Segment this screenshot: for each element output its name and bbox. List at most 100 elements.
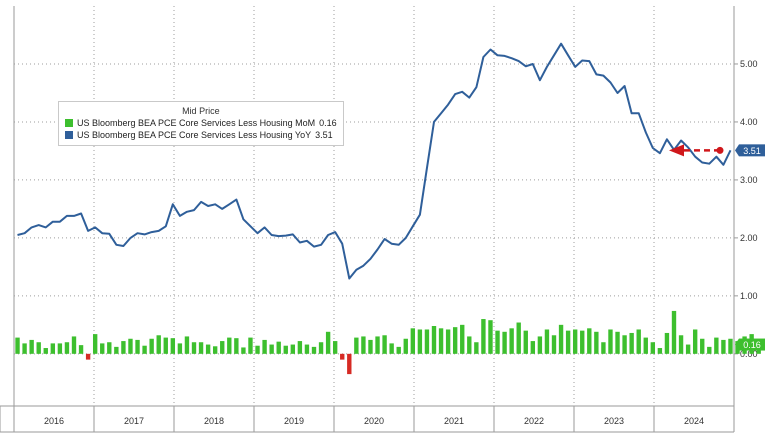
last-value-marker-box [739, 338, 765, 351]
bar-mom [205, 344, 211, 354]
bar-mom [368, 339, 373, 354]
bar-mom [714, 337, 719, 354]
bar-mom [375, 336, 380, 354]
y-tick-label: 2.00 [740, 233, 758, 243]
legend-title: Mid Price [182, 106, 220, 116]
y-tick-label: 5.00 [740, 59, 758, 69]
bar-mom [601, 342, 606, 354]
bar-mom [220, 341, 225, 354]
bar-mom [700, 338, 705, 354]
bar-mom [594, 331, 599, 354]
bar-mom [29, 339, 34, 354]
last-value-marker-box [739, 144, 765, 157]
bar-mom [43, 348, 48, 354]
bar-mom [692, 329, 698, 354]
bar-mom [290, 344, 296, 354]
bar-mom [57, 343, 63, 354]
y-tick-label: 0.00 [740, 349, 758, 359]
bar-mom [445, 329, 451, 354]
bar-mom [340, 353, 345, 360]
chart-legend: Mid Price US Bloomberg BEA PCE Core Serv… [58, 101, 344, 146]
bar-mom [85, 353, 91, 360]
x-tick-label: 2017 [124, 416, 144, 426]
bar-mom [241, 347, 246, 354]
bar-mom [629, 332, 634, 354]
bar-mom [417, 329, 423, 354]
x-tick-label: 2024 [684, 416, 704, 426]
bar-mom [121, 341, 126, 354]
x-tick-label: 2021 [444, 416, 464, 426]
bar-mom [608, 329, 613, 354]
bar-mom [276, 341, 281, 354]
bar-mom [452, 327, 458, 354]
bar-mom [135, 339, 140, 354]
bar-mom [361, 336, 366, 354]
bar-mom [431, 326, 437, 354]
bar-mom [15, 337, 20, 354]
legend-item-yoy: US Bloomberg BEA PCE Core Services Less … [65, 129, 337, 141]
bar-mom [544, 329, 550, 354]
legend-value-mom: 0.16 [319, 118, 337, 128]
legend-swatch-yoy [65, 131, 73, 139]
bar-mom [283, 345, 288, 354]
bar-mom [191, 342, 197, 354]
last-value-marker-text: 0.16 [743, 340, 761, 350]
line-yoy [17, 42, 732, 280]
x-tick-label: 2023 [604, 416, 624, 426]
bar-mom [325, 331, 331, 354]
bar-mom [396, 346, 401, 354]
bar-mom [650, 342, 656, 354]
bar-mom [382, 335, 387, 354]
bar-mom [170, 338, 176, 354]
x-tick-label: 2020 [364, 416, 384, 426]
bar-mom [114, 346, 119, 354]
bar-mom [707, 346, 712, 354]
bar-mom [664, 332, 670, 354]
bar-mom [587, 328, 592, 354]
bar-mom [565, 330, 571, 354]
bar-mom [636, 329, 641, 354]
bar-mom [488, 320, 493, 354]
bar-mom [509, 328, 514, 354]
bar-mom [22, 343, 27, 354]
bar-mom [403, 338, 408, 354]
bar-mom [410, 328, 416, 354]
bar-mom [297, 341, 303, 354]
legend-value-yoy: 3.51 [315, 130, 333, 140]
bar-mom [424, 329, 430, 354]
bar-mom [622, 335, 627, 354]
legend-item-mom: US Bloomberg BEA PCE Core Services Less … [65, 117, 337, 129]
y-tick-label: 3.00 [740, 175, 758, 185]
x-tick-label: 2016 [44, 416, 64, 426]
bar-mom [100, 343, 105, 354]
bar-mom [149, 338, 154, 354]
x-tick-label: 2022 [524, 416, 544, 426]
bar-mom [580, 330, 585, 354]
bar-mom [530, 341, 536, 354]
bar-mom [438, 328, 444, 354]
annotation-arrow-dot [716, 146, 724, 154]
bar-mom [332, 341, 338, 354]
bar-mom [177, 343, 183, 354]
bar-mom [212, 346, 218, 354]
bar-mom [678, 335, 684, 354]
bar-mom [523, 330, 528, 354]
bar-mom [728, 338, 733, 354]
bar-mom [502, 331, 507, 354]
last-value-marker-pointer [735, 144, 739, 157]
bar-mom [163, 337, 168, 354]
bar-mom [354, 337, 359, 354]
bar-mom [78, 345, 84, 354]
bar-mom [269, 344, 274, 354]
bar-mom [304, 344, 310, 354]
bar-mom [474, 342, 479, 354]
bar-mom [467, 336, 472, 354]
last-value-marker-pointer [735, 338, 739, 351]
bar-mom [128, 338, 133, 354]
bar-mom [311, 346, 317, 354]
bar-mom [615, 331, 620, 354]
bar-mom [255, 345, 260, 354]
x-tick-label: 2018 [204, 416, 224, 426]
bar-mom [389, 343, 394, 354]
